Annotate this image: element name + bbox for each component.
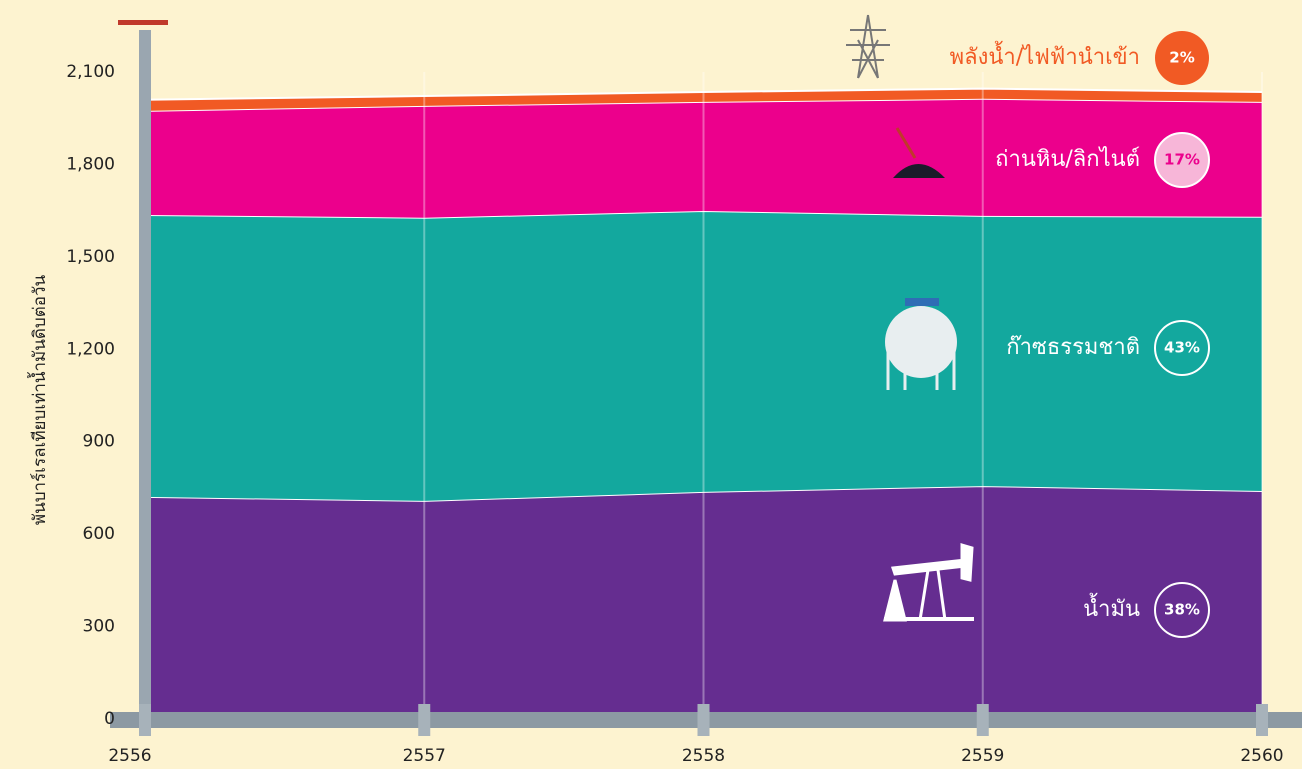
pipe-joint	[977, 704, 989, 736]
valve	[118, 20, 168, 25]
series-label: พลังน้ำ/ไฟฟ้านำเข้า	[950, 41, 1140, 70]
page: {"chart_data": {"type": "stacked-area", …	[0, 0, 1302, 769]
series-label: ก๊าซธรรมชาติ	[1006, 335, 1140, 360]
series-label: น้ำมัน	[1083, 593, 1140, 622]
y-tick-label: 900	[83, 432, 115, 452]
pipe-joint	[698, 704, 710, 736]
badge-label: 38%	[1164, 601, 1200, 619]
chart: พันบาร์เรลเทียบเท่าน้ำมันดิบต่อวัน 0 300 6…	[0, 0, 1302, 769]
x-tick-label: 2558	[682, 746, 725, 766]
badge-label: 17%	[1164, 151, 1200, 169]
pipe-joint	[418, 704, 430, 736]
y-tick-label: 1,800	[66, 154, 115, 174]
y-tick-label: 1,500	[66, 247, 115, 267]
badge-label: 2%	[1169, 49, 1194, 67]
icon-tower	[846, 15, 890, 78]
x-tick-label: 2557	[403, 746, 446, 766]
y-tick-label: 1,200	[66, 339, 115, 359]
y-tick-label: 2,100	[66, 62, 115, 82]
pipe-joint	[1256, 704, 1268, 736]
x-tick-label: 2560	[1240, 746, 1283, 766]
y-tick-label: 0	[104, 709, 115, 729]
y-axis-title: พันบาร์เรลเทียบเท่าน้ำมันดิบต่อวัน	[27, 275, 50, 526]
x-tick-label: 2556	[108, 746, 151, 766]
y-tick-label: 300	[83, 617, 115, 637]
series-label: ถ่านหิน/ลิกไนต์	[995, 146, 1140, 172]
y-tick-label: 600	[83, 524, 115, 544]
pipe-vertical	[139, 30, 151, 710]
x-tick-label: 2559	[961, 746, 1004, 766]
icon-tank-top	[905, 298, 939, 306]
icon-pump-base	[884, 617, 974, 621]
pipe-joint	[139, 704, 151, 736]
icon-tank	[885, 306, 957, 378]
badge-label: 43%	[1164, 339, 1200, 357]
